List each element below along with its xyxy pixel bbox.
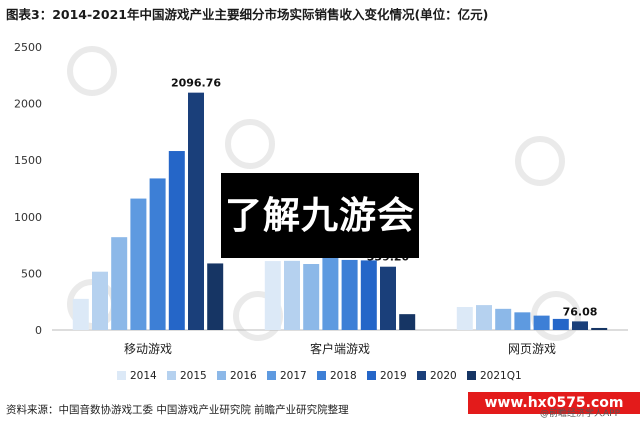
bar-2016 — [303, 264, 320, 330]
bar-2021Q1 — [207, 263, 224, 330]
category-label: 客户端游戏 — [310, 341, 370, 356]
overlay-banner: 了解九游会 — [221, 173, 419, 258]
bar-2017 — [514, 312, 531, 330]
legend-swatch — [267, 371, 276, 380]
bar-2020 — [572, 321, 588, 330]
category-label: 移动游戏 — [124, 342, 172, 356]
legend-swatch — [467, 371, 476, 380]
bar-2019 — [168, 151, 185, 330]
legend-swatch — [417, 371, 426, 380]
y-tick-label: 1000 — [14, 211, 42, 224]
y-tick-label: 1500 — [14, 154, 42, 167]
legend-swatch — [317, 371, 326, 380]
legend-label: 2020 — [430, 370, 457, 382]
category-label: 网页游戏 — [508, 342, 556, 356]
legend-label: 2019 — [380, 370, 407, 382]
legend-swatch — [217, 371, 226, 380]
legend-label: 2014 — [130, 370, 157, 382]
source-note: 资料来源：中国音数协游戏工委 中国游戏产业研究院 前瞻产业研究院整理 — [6, 404, 349, 416]
legend-swatch — [117, 371, 126, 380]
data-label: 2096.76 — [171, 77, 221, 90]
y-tick-label: 0 — [35, 324, 42, 337]
bar-2015 — [284, 260, 300, 330]
bar-2018 — [533, 315, 550, 330]
bar-2020 — [188, 92, 204, 331]
legend-swatch — [167, 371, 176, 380]
watermark-url: www.hx0575.com — [468, 392, 640, 414]
legend-label: 2018 — [330, 370, 357, 382]
bar-2014 — [264, 261, 281, 330]
bar-2017 — [130, 198, 147, 330]
legend-label: 2015 — [180, 370, 207, 382]
app-tag: @前瞻经济学人APP — [540, 409, 621, 419]
bar-2021Q1 — [399, 314, 416, 330]
bar-2018 — [341, 259, 358, 330]
bar-2015 — [92, 271, 108, 330]
bar-2015 — [476, 305, 492, 330]
y-tick-label: 2000 — [14, 98, 42, 111]
bar-2016 — [111, 237, 128, 330]
y-tick-label: 500 — [21, 267, 42, 280]
data-label: 76.08 — [563, 305, 598, 318]
bar-2019 — [552, 318, 569, 330]
bar-2017 — [322, 256, 339, 330]
bar-2016 — [495, 308, 512, 330]
chart-title: 图表3：2014-2021年中国游戏产业主要细分市场实际销售收入变化情况(单位：… — [6, 7, 489, 22]
y-tick-label: 2500 — [14, 41, 42, 54]
bar-2020 — [380, 266, 396, 330]
bar-2019 — [360, 260, 377, 330]
legend-swatch — [367, 371, 376, 380]
legend-label: 2021Q1 — [480, 370, 522, 382]
legend-label: 2016 — [230, 370, 257, 382]
legend-label: 2017 — [280, 370, 307, 382]
bar-2018 — [149, 178, 166, 330]
bar-2014 — [72, 298, 89, 330]
bar-2021Q1 — [591, 327, 608, 330]
bar-2014 — [456, 307, 473, 330]
